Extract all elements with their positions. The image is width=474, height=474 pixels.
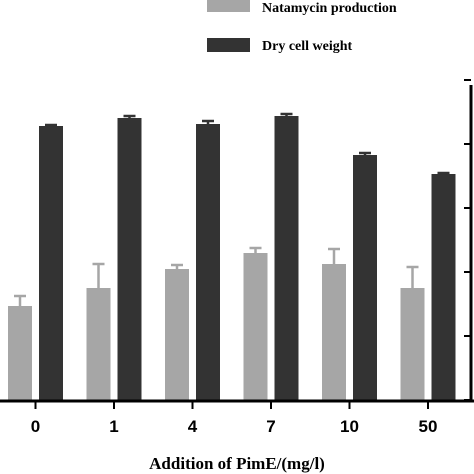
x-tick-label-7: 7 — [266, 417, 275, 436]
x-ticks-layer: 0 1 4 7 10 50 — [31, 401, 438, 436]
legend-label-dry-cell-weight: Dry cell weight — [262, 39, 353, 54]
bar-dry-cell-weight-50 — [431, 174, 456, 400]
bar-natamycin-50 — [400, 288, 425, 400]
bar-dry-cell-weight-0 — [39, 126, 63, 400]
bar-dry-cell-weight-1 — [117, 118, 142, 400]
bar-dry-cell-weight-10 — [353, 155, 377, 400]
x-tick-label-50: 50 — [419, 417, 438, 436]
bar-natamycin-1 — [86, 288, 111, 400]
legend-swatch-natamycin — [207, 0, 250, 12]
bar-dry-cell-weight-4 — [196, 124, 220, 400]
bar-dry-cell-weight-7 — [274, 116, 299, 400]
x-tick-label-10: 10 — [340, 417, 359, 436]
legend-swatch-dry-cell-weight — [207, 38, 250, 52]
x-axis-title: Addition of PimE/(mg/l) — [149, 454, 325, 473]
bar-natamycin-7 — [243, 253, 268, 400]
bar-natamycin-10 — [322, 264, 346, 400]
x-tick-label-1: 1 — [109, 417, 118, 436]
bars-layer — [8, 116, 456, 400]
bar-natamycin-0 — [8, 306, 32, 400]
legend-label-natamycin: Natamycin production — [262, 1, 397, 16]
error-bars-layer — [14, 112, 450, 306]
bar-natamycin-4 — [165, 269, 189, 400]
y-ticks-layer — [464, 79, 471, 401]
legend: Natamycin production Dry cell weight — [207, 0, 397, 54]
x-tick-label-0: 0 — [31, 417, 40, 436]
x-tick-label-4: 4 — [188, 417, 198, 436]
